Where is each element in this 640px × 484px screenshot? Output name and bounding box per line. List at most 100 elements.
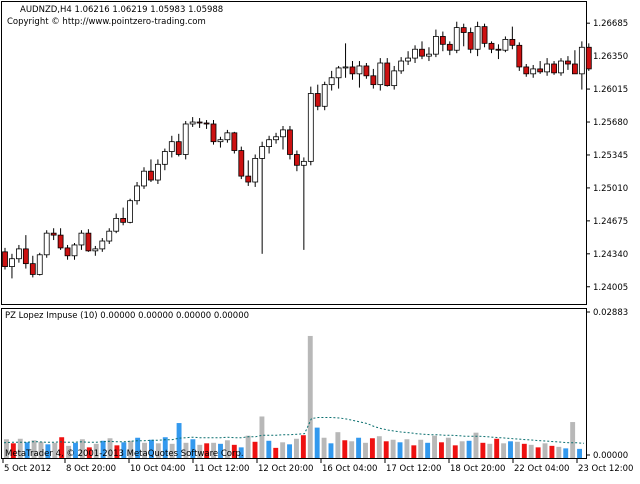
candle-bull [9,258,15,267]
candle-bear [488,42,495,50]
candle-bull [161,151,168,165]
candle-bear [120,218,127,223]
histogram-bar-bull [563,448,569,458]
signal-line [3,417,585,444]
price-tick-label: 1.25010 [593,184,628,194]
histogram-bar-neutral [514,441,520,458]
candle-bear [238,150,245,177]
histogram-bar-neutral [404,439,410,458]
candle-bull [544,63,550,73]
histogram-bar-bear [204,443,210,458]
time-tick-label: 22 Oct 04:00 [514,464,569,474]
histogram-bar-bull [176,423,182,458]
histogram-bar-neutral [570,422,576,458]
histogram-bar-neutral [211,442,217,458]
candle-bull [15,248,22,260]
histogram-bar-neutral [38,441,44,458]
candle-bear [85,232,92,252]
candle-bear [349,66,356,75]
candle-bull [78,232,85,246]
histogram-bar-bull [508,441,513,458]
candle-bull [300,160,307,166]
candle-bull [426,53,432,57]
histogram-bar-bull [238,447,244,458]
candle-bear [537,68,544,73]
candle-bull [92,248,99,252]
histogram-bar-neutral [93,443,99,458]
histogram-bar-bull [100,440,106,458]
histogram-bar-bear [300,435,306,458]
candle-bear [2,251,8,267]
candle-bear [22,248,29,265]
histogram-bar-bull [162,437,168,458]
candle-bear [293,154,300,166]
histogram-bar-neutral [418,439,424,458]
histogram-bar-neutral [307,335,313,458]
candle-bull [224,132,231,141]
candle-bull [342,66,349,69]
histogram-bar-bull [356,437,362,458]
histogram-bar-neutral [528,444,534,458]
histogram-bar-bull [466,440,472,458]
candle-bull [189,121,196,125]
candle-bear [572,63,578,75]
candle-bull [217,139,224,143]
candle-bear [64,247,71,257]
histogram-bar-bull [328,443,334,458]
histogram-bar-bear [86,447,92,458]
candle-bear [231,132,238,151]
candle-bull [530,68,537,75]
candle-bull [106,230,113,242]
candle-bull [377,62,384,86]
histogram-bar-bull [425,442,431,458]
candle-bull [259,146,266,159]
symbol-info: AUDNZD,H4 1.06216 1.06219 1.05983 1.0598… [20,5,223,15]
histogram-bar-neutral [473,432,479,458]
price-tick-label: 1.25345 [593,151,628,161]
candle-bull [266,139,273,148]
candle-bull [127,200,133,223]
candle-bear [481,26,488,44]
histogram-bar-neutral [259,416,265,458]
candle-bear [384,62,391,87]
candle-bull [328,77,335,86]
indicator-panel[interactable] [1,308,587,459]
candle-bear [314,93,321,107]
time-tick-label: 10 Oct 04:00 [130,464,185,474]
histogram-bar-bull [73,442,78,458]
price-tick-label: 1.25680 [593,118,628,128]
histogram-bar-bull [190,439,196,458]
histogram-bar-bear [383,441,389,458]
histogram-bar-bull [397,442,403,458]
candle-bull [307,93,314,162]
histogram-bar-neutral [66,445,72,458]
time-tick-label: 17 Oct 12:00 [386,464,441,474]
price-tick-label: 1.26015 [593,85,628,95]
histogram-bar-neutral [542,443,548,458]
histogram-bar-bear [114,445,120,458]
candle-bear [287,129,293,155]
candle-bull [321,84,328,107]
histogram-bar-neutral [432,435,437,458]
candle-bull [134,185,140,202]
histogram-bar-bull [266,440,272,458]
candle-bear [50,232,57,236]
candle-bear [175,141,182,155]
candle-bull [558,60,564,74]
histogram-bar-neutral [31,440,37,458]
price-panel[interactable] [1,1,587,305]
price-tick-label: 1.26685 [593,19,628,29]
indicator-title: PZ Lopez Impuse (10) 0.00000 0.00000 0.0… [5,311,249,321]
histogram-bar-neutral [197,444,203,458]
price-axis: 1.26685 1.26350 1.26015 1.25680 1.25345 1.250… [586,19,628,293]
histogram-bar-bear [231,444,237,458]
histogram-bar-bear [439,442,444,458]
candle-bull [168,141,175,152]
histogram-bar-neutral [321,437,327,458]
indicator-tick-label: 0.00000 [593,451,628,461]
histogram-bar-neutral [280,442,286,458]
histogram-bar-neutral [363,442,368,458]
time-tick-label: 12 Oct 20:00 [258,464,313,474]
